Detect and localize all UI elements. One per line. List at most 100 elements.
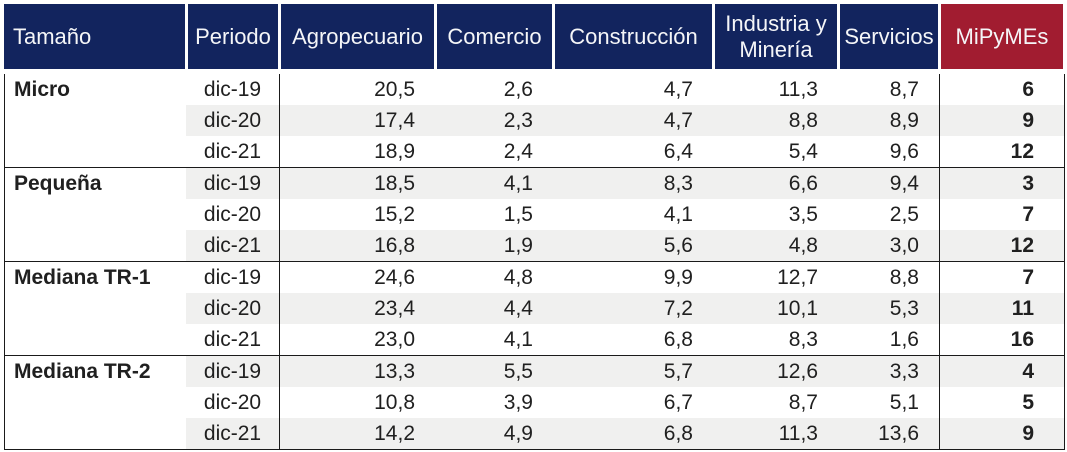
- value-cell-industria-mineria: 4,8: [713, 230, 838, 261]
- value-cell-agropecuario: 24,6: [279, 262, 435, 293]
- periodo-cell: dic-20: [186, 293, 279, 324]
- value-cell-agropecuario: 20,5: [279, 74, 435, 105]
- value-cell-industria-mineria: 12,6: [713, 356, 838, 387]
- value-cell-industria-mineria: 8,3: [713, 324, 838, 355]
- value-cell-industria-mineria: 12,7: [713, 262, 838, 293]
- value-cell-construccion: 9,9: [553, 262, 713, 293]
- mipymes-cell: 16: [939, 324, 1064, 355]
- value-cell-construccion: 5,6: [553, 230, 713, 261]
- value-cell-agropecuario: 13,3: [279, 356, 435, 387]
- periodo-cell: dic-20: [186, 105, 279, 136]
- value-cell-comercio: 4,4: [435, 293, 553, 324]
- value-cell-industria-mineria: 11,3: [713, 418, 838, 449]
- table-group: Micro dic-19 20,5 2,6 4,7 11,3 8,7 6 dic-20 17,4 2…: [5, 74, 1064, 167]
- column-header-mipymes: MiPyMEs: [938, 4, 1063, 69]
- mipymes-cell: 11: [939, 293, 1064, 324]
- value-cell-comercio: 4,1: [435, 168, 553, 199]
- value-cell-servicios: 5,3: [838, 293, 939, 324]
- value-cell-agropecuario: 18,5: [279, 168, 435, 199]
- periodo-cell: dic-21: [186, 230, 279, 261]
- mipymes-cell: 12: [939, 136, 1064, 167]
- value-cell-industria-mineria: 6,6: [713, 168, 838, 199]
- table-header-row: Tamaño Periodo Agropecuario Comercio Con…: [4, 4, 1063, 69]
- value-cell-construccion: 5,7: [553, 356, 713, 387]
- value-cell-industria-mineria: 10,1: [713, 293, 838, 324]
- mipymes-cell: 6: [939, 74, 1064, 105]
- periodo-cell: dic-19: [186, 262, 279, 293]
- value-cell-comercio: 2,4: [435, 136, 553, 167]
- table-body: Micro dic-19 20,5 2,6 4,7 11,3 8,7 6 dic-20 17,4 2…: [4, 74, 1065, 450]
- mipymes-cell: 5: [939, 387, 1064, 418]
- column-header-servicios: Servicios: [837, 4, 938, 69]
- mipymes-cell: 9: [939, 105, 1064, 136]
- mipymes-cell: 7: [939, 262, 1064, 293]
- group-label: Mediana TR-2: [5, 356, 186, 387]
- value-cell-comercio: 4,1: [435, 324, 553, 355]
- value-cell-servicios: 8,9: [838, 105, 939, 136]
- value-cell-construccion: 6,7: [553, 387, 713, 418]
- table-group: Mediana TR-2 dic-19 13,3 5,5 5,7 12,6 3,3 4 dic-…: [5, 355, 1064, 449]
- value-cell-industria-mineria: 5,4: [713, 136, 838, 167]
- value-cell-industria-mineria: 3,5: [713, 199, 838, 230]
- value-cell-servicios: 3,3: [838, 356, 939, 387]
- value-cell-agropecuario: 23,4: [279, 293, 435, 324]
- column-header-tamano: Tamaño: [4, 4, 185, 69]
- mipymes-cell: 12: [939, 230, 1064, 261]
- mipymes-cell: 3: [939, 168, 1064, 199]
- value-cell-agropecuario: 18,9: [279, 136, 435, 167]
- group-label: Micro: [5, 74, 186, 105]
- value-cell-comercio: 4,8: [435, 262, 553, 293]
- group-label: Pequeña: [5, 168, 186, 199]
- value-cell-agropecuario: 16,8: [279, 230, 435, 261]
- column-header-industria-mineria: Industria y Minería: [712, 4, 837, 69]
- periodo-cell: dic-19: [186, 168, 279, 199]
- value-cell-servicios: 8,8: [838, 262, 939, 293]
- value-cell-servicios: 2,5: [838, 199, 939, 230]
- mipymes-cell: 9: [939, 418, 1064, 449]
- value-cell-servicios: 3,0: [838, 230, 939, 261]
- value-cell-comercio: 2,6: [435, 74, 553, 105]
- value-cell-construccion: 8,3: [553, 168, 713, 199]
- mipymes-cell: 4: [939, 356, 1064, 387]
- value-cell-construccion: 6,4: [553, 136, 713, 167]
- value-cell-construccion: 6,8: [553, 324, 713, 355]
- value-cell-servicios: 1,6: [838, 324, 939, 355]
- periodo-cell: dic-19: [186, 356, 279, 387]
- value-cell-construccion: 6,8: [553, 418, 713, 449]
- value-cell-industria-mineria: 8,8: [713, 105, 838, 136]
- value-cell-servicios: 9,6: [838, 136, 939, 167]
- column-header-construccion: Construcción: [552, 4, 712, 69]
- periodo-cell: dic-20: [186, 199, 279, 230]
- periodo-cell: dic-21: [186, 418, 279, 449]
- value-cell-construccion: 4,7: [553, 74, 713, 105]
- value-cell-agropecuario: 23,0: [279, 324, 435, 355]
- value-cell-servicios: 8,7: [838, 74, 939, 105]
- table-group: Mediana TR-1 dic-19 24,6 4,8 9,9 12,7 8,8 7 dic-…: [5, 261, 1064, 355]
- column-header-periodo: Periodo: [185, 4, 278, 69]
- value-cell-servicios: 5,1: [838, 387, 939, 418]
- value-cell-agropecuario: 17,4: [279, 105, 435, 136]
- value-cell-comercio: 4,9: [435, 418, 553, 449]
- value-cell-comercio: 3,9: [435, 387, 553, 418]
- value-cell-agropecuario: 10,8: [279, 387, 435, 418]
- value-cell-comercio: 1,9: [435, 230, 553, 261]
- periodo-cell: dic-21: [186, 324, 279, 355]
- value-cell-comercio: 5,5: [435, 356, 553, 387]
- value-cell-agropecuario: 15,2: [279, 199, 435, 230]
- periodo-cell: dic-21: [186, 136, 279, 167]
- column-header-agropecuario: Agropecuario: [278, 4, 434, 69]
- value-cell-servicios: 13,6: [838, 418, 939, 449]
- value-cell-industria-mineria: 8,7: [713, 387, 838, 418]
- value-cell-construccion: 4,1: [553, 199, 713, 230]
- value-cell-industria-mineria: 11,3: [713, 74, 838, 105]
- value-cell-comercio: 2,3: [435, 105, 553, 136]
- value-cell-agropecuario: 14,2: [279, 418, 435, 449]
- mipymes-cell: 7: [939, 199, 1064, 230]
- group-label: Mediana TR-1: [5, 262, 186, 293]
- value-cell-comercio: 1,5: [435, 199, 553, 230]
- table-group: Pequeña dic-19 18,5 4,1 8,3 6,6 9,4 3 dic-20 15,2…: [5, 167, 1064, 261]
- periodo-cell: dic-20: [186, 387, 279, 418]
- value-cell-construccion: 4,7: [553, 105, 713, 136]
- value-cell-servicios: 9,4: [838, 168, 939, 199]
